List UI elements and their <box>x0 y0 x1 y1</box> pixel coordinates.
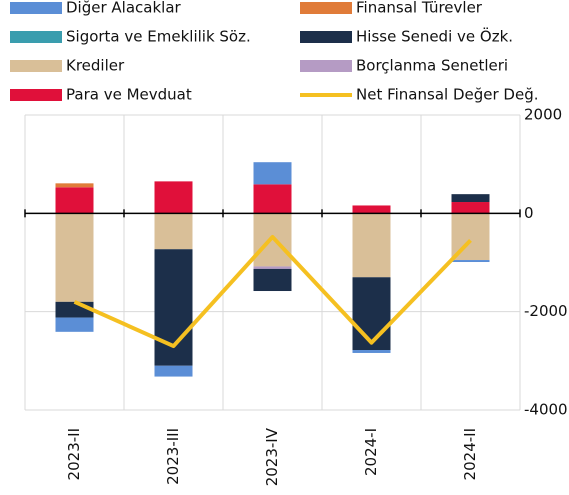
legend-label: Diğer Alacaklar <box>66 0 182 17</box>
bar-segment <box>451 260 490 263</box>
legend-swatch <box>10 89 62 101</box>
legend-swatch <box>10 31 62 43</box>
y-tick-label: 2000 <box>524 106 562 124</box>
legend-label: Krediler <box>66 57 125 75</box>
y-tick-label: 0 <box>524 204 534 222</box>
bar-segment <box>55 187 94 214</box>
bar-segment <box>55 183 94 188</box>
bar-segment <box>253 162 292 185</box>
x-tick-label: 2023-IV <box>263 427 281 486</box>
legend-label: Para ve Mevduat <box>66 86 192 104</box>
bar-segment <box>451 202 490 214</box>
x-tick-label: 2023-II <box>65 428 83 480</box>
x-tick-label: 2024-I <box>362 428 380 476</box>
x-tick-label: 2023-III <box>164 428 182 485</box>
y-tick-label: -2000 <box>524 302 568 320</box>
bar-segment <box>253 184 292 214</box>
legend-swatch <box>300 2 352 14</box>
legend-swatch <box>10 60 62 72</box>
bar-segment <box>352 213 391 278</box>
bar-segment <box>451 194 490 203</box>
bar-segment <box>253 266 292 269</box>
bar-segment <box>352 350 391 353</box>
bar-segment <box>253 268 292 292</box>
line-series <box>73 234 472 349</box>
legend-label: Hisse Senedi ve Özk. <box>356 27 513 46</box>
legend-label: Borçlanma Senetleri <box>356 57 508 75</box>
y-tick-label: -4000 <box>524 401 568 419</box>
legend-swatch <box>300 31 352 43</box>
bar-segment <box>352 277 391 351</box>
legend-label: Sigorta ve Emeklilik Söz. <box>66 28 251 46</box>
bar-segment <box>55 317 94 332</box>
x-tick-label: 2024-II <box>461 428 479 480</box>
bar-segment <box>154 249 193 366</box>
bar-segment <box>55 213 94 302</box>
bar-segment <box>352 205 391 214</box>
legend-swatch <box>10 2 62 14</box>
legend-label: Finansal Türevler <box>356 0 483 17</box>
bar-segment <box>154 365 193 377</box>
bar-segment <box>154 213 193 250</box>
legend-label: Net Finansal Değer Değ. <box>356 86 538 104</box>
legend-swatch <box>300 60 352 72</box>
bar-segment <box>154 181 193 214</box>
